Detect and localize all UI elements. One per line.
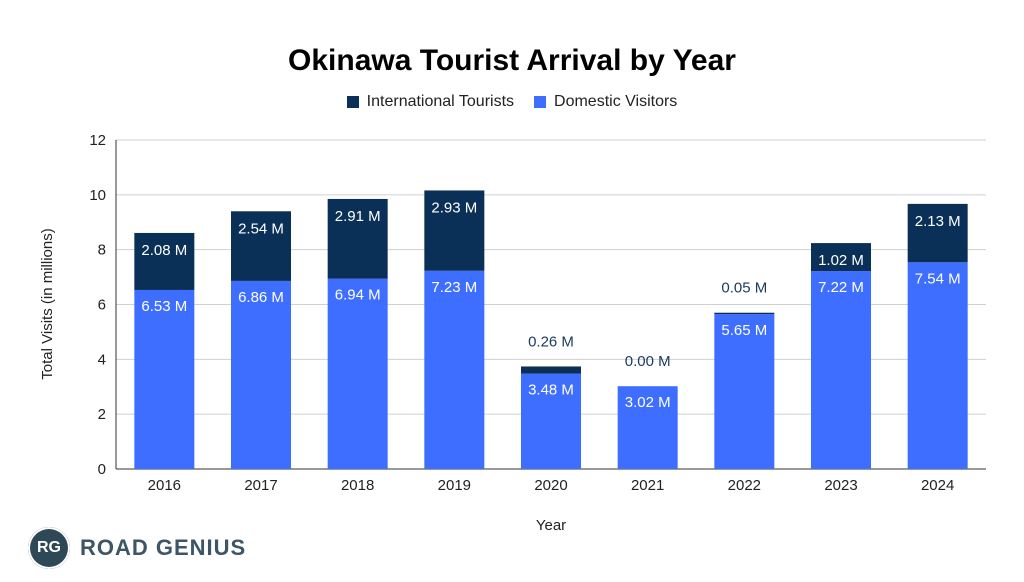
data-label-domestic: 6.94 M [335, 287, 381, 304]
data-label-international: 2.93 M [431, 199, 477, 216]
bar-domestic [134, 289, 195, 469]
bar-international [714, 312, 775, 315]
legend-item-international: International Tourists [346, 93, 515, 111]
data-label-domestic: 7.54 M [915, 270, 961, 287]
data-label-international: 0.00 M [625, 353, 671, 370]
data-label-domestic: 6.86 M [238, 289, 284, 306]
x-tick-label: 2019 [438, 477, 471, 494]
data-label-domestic: 7.22 M [818, 279, 864, 296]
chart-title: Okinawa Tourist Arrival by Year [288, 44, 736, 77]
y-tick-label: 10 [89, 187, 106, 204]
data-label-domestic: 7.23 M [431, 279, 477, 296]
data-label-international: 0.26 M [528, 333, 574, 350]
x-tick-label: 2021 [631, 477, 664, 494]
data-label-international: 2.54 M [238, 220, 284, 237]
bar-international [134, 232, 195, 290]
brand-badge: RG [28, 527, 70, 569]
x-axis-title: Year [536, 517, 566, 534]
y-tick-label: 8 [98, 242, 106, 259]
x-tick-label: 2020 [534, 477, 567, 494]
data-label-international: 2.08 M [141, 242, 187, 259]
y-tick-label: 12 [89, 132, 106, 149]
brand-logo: RG ROAD GENIUS [28, 527, 246, 569]
data-label-domestic: 3.02 M [625, 394, 671, 411]
legend-swatch-international [346, 96, 359, 108]
bar-international [327, 198, 388, 279]
data-label-domestic: 5.65 M [721, 322, 767, 339]
bar-international [811, 243, 871, 272]
bar-international [424, 190, 485, 271]
legend-swatch-domestic [534, 96, 547, 108]
x-tick-label: 2017 [244, 477, 277, 494]
data-label-international: 1.02 M [818, 252, 864, 269]
legend-item-domestic: Domestic Visitors [534, 93, 677, 111]
x-tick-label: 2018 [341, 477, 374, 494]
bar-international [231, 211, 291, 281]
y-tick-label: 2 [98, 406, 106, 423]
y-tick-label: 6 [98, 297, 106, 314]
legend: International Tourists Domestic Visitors [0, 93, 1024, 111]
data-label-domestic: 3.48 M [528, 382, 574, 399]
data-label-international: 2.13 M [915, 213, 961, 230]
x-tick-label: 2024 [921, 477, 954, 494]
legend-label-domestic: Domestic Visitors [554, 93, 678, 110]
bar-international [907, 203, 968, 263]
legend-label-international: International Tourists [366, 93, 515, 110]
x-tick-label: 2016 [148, 477, 181, 494]
bar-domestic [231, 280, 291, 469]
x-tick-label: 2022 [728, 477, 761, 494]
bar-domestic [714, 314, 775, 469]
y-tick-label: 4 [98, 351, 106, 368]
data-label-international: 2.91 M [335, 208, 381, 225]
bar-domestic [811, 271, 871, 469]
y-tick-label: 0 [98, 461, 106, 478]
bar-domestic [521, 373, 581, 469]
bar-international [521, 366, 581, 374]
brand-name: ROAD GENIUS [80, 535, 247, 560]
x-tick-label: 2023 [824, 477, 857, 494]
y-axis-title: Total Visits (in millions) [39, 228, 56, 379]
data-label-international: 0.05 M [721, 280, 767, 297]
bar-domestic [617, 386, 678, 469]
bar-domestic [327, 278, 388, 469]
bar-domestic [424, 270, 485, 469]
data-label-domestic: 6.53 M [141, 298, 187, 315]
bar-domestic [907, 262, 968, 469]
